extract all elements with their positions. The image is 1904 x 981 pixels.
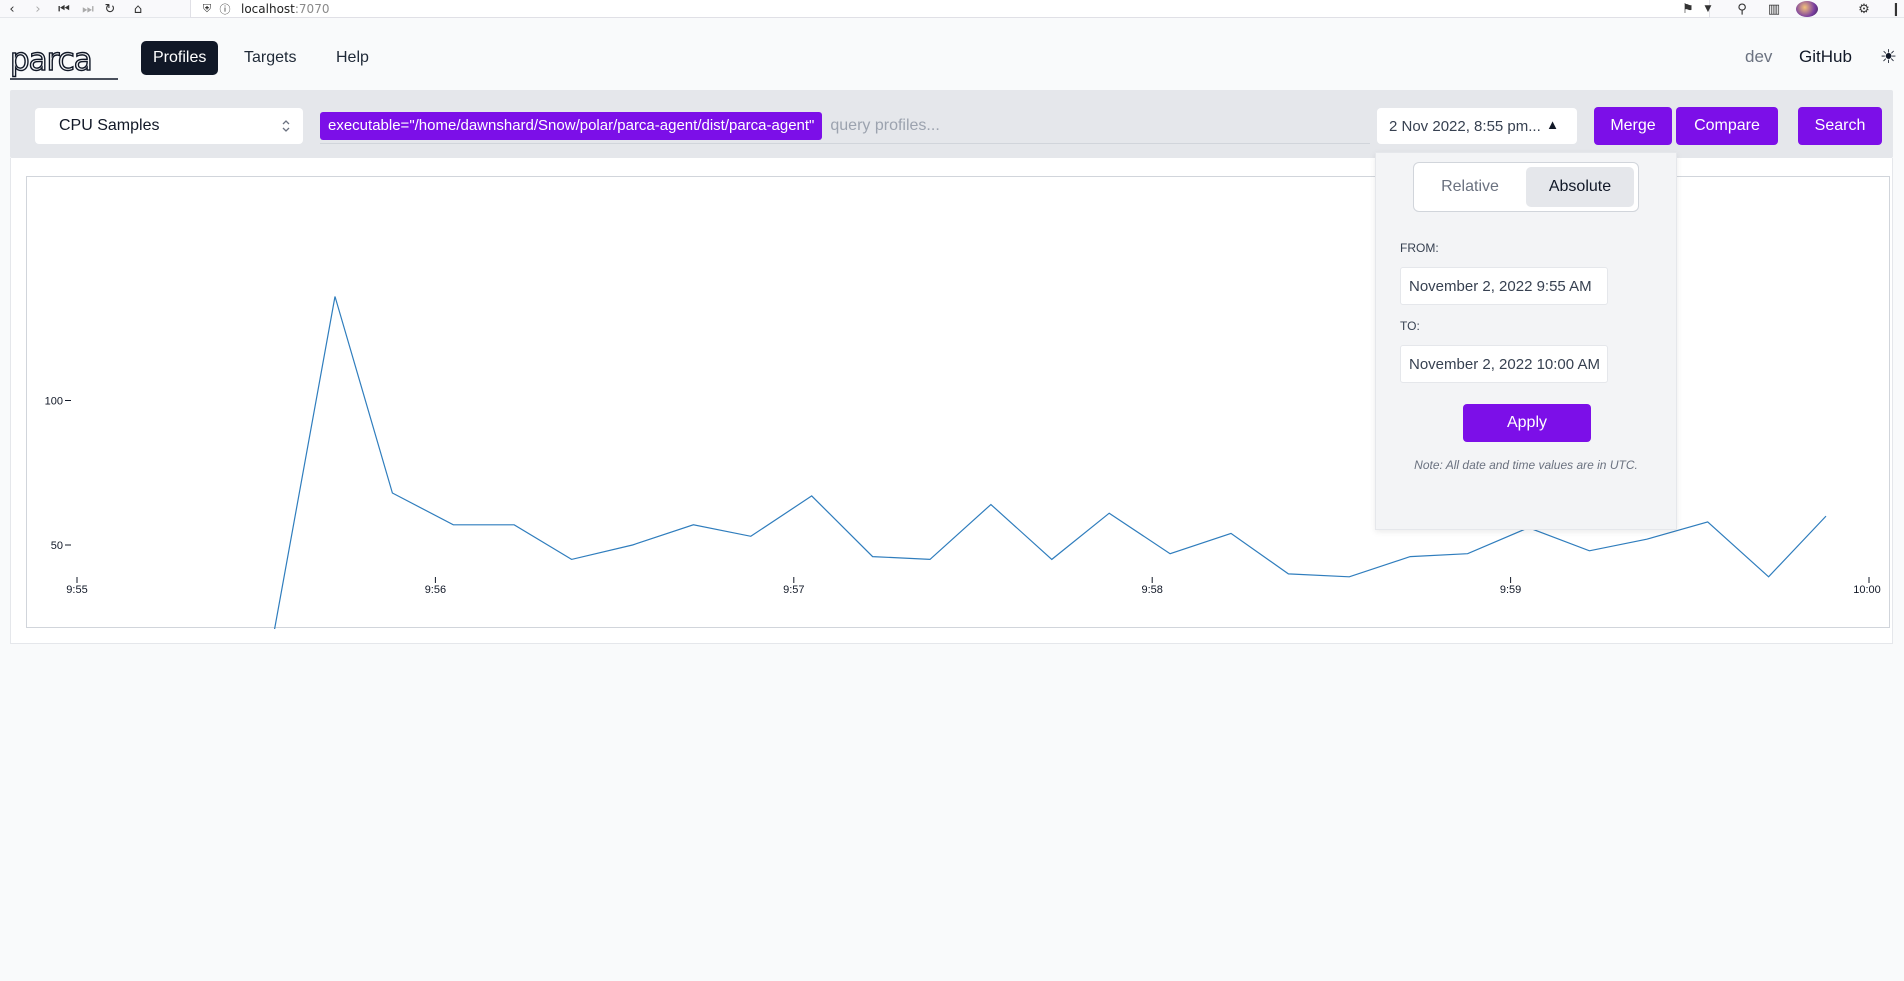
back-icon[interactable]: ‹ xyxy=(9,1,15,17)
nav-targets[interactable]: Targets xyxy=(244,49,297,66)
date-picker-popover: Relative Absolute FROM: November 2, 2022… xyxy=(1375,152,1677,530)
to-label: TO: xyxy=(1400,319,1420,333)
menu-icon[interactable]: ❙ xyxy=(1890,1,1902,17)
x-tick-label: 9:56 xyxy=(425,584,446,596)
utc-note: Note: All date and time values are in UT… xyxy=(1414,458,1638,472)
series-line[interactable] xyxy=(273,296,1827,630)
data-point[interactable] xyxy=(927,556,933,562)
github-link[interactable]: GitHub xyxy=(1799,47,1852,66)
select-arrows-icon xyxy=(282,120,290,132)
logo-text: parca xyxy=(10,46,92,78)
app-header: parca Profiles Targets Help dev GitHub ☀ xyxy=(0,38,1904,80)
data-point[interactable] xyxy=(870,554,876,560)
data-point[interactable] xyxy=(511,522,517,528)
data-point[interactable] xyxy=(1705,519,1711,525)
bookmark-icon[interactable]: ⚑ xyxy=(1682,1,1694,17)
x-tick-label: 9:58 xyxy=(1141,584,1162,596)
reader-icon[interactable]: ▥ xyxy=(1767,1,1781,17)
nav-profiles[interactable]: Profiles xyxy=(141,41,219,75)
data-point[interactable] xyxy=(1644,536,1650,542)
skip-back-icon[interactable]: ⏮ xyxy=(58,1,70,17)
skip-forward-icon[interactable]: ⏭ xyxy=(82,1,94,17)
query-input[interactable]: executable="/home/dawnshard/Snow/polar/p… xyxy=(320,108,1370,144)
sun-icon[interactable]: ☀ xyxy=(1880,47,1898,68)
parca-logo[interactable]: parca xyxy=(10,46,118,80)
data-point[interactable] xyxy=(1106,510,1112,516)
compare-button[interactable]: Compare xyxy=(1676,107,1778,145)
data-point[interactable] xyxy=(1167,551,1173,557)
browser-toolbar: ‹ › ⏮ ⏭ ↻ ⌂ ⛨ ⓘ localhost:7070 ⚑ ▼ ⚲ ▥ ⚙… xyxy=(0,0,1904,18)
reload-icon[interactable]: ↻ xyxy=(104,1,116,17)
data-point[interactable] xyxy=(690,522,696,528)
tab-absolute[interactable]: Absolute xyxy=(1526,167,1634,207)
x-tick-label: 9:59 xyxy=(1500,584,1521,596)
url-text: localhost:7070 xyxy=(241,1,330,16)
data-point[interactable] xyxy=(988,502,994,508)
from-input[interactable]: November 2, 2022 9:55 AM xyxy=(1400,267,1608,305)
apply-button[interactable]: Apply xyxy=(1463,404,1591,442)
data-point[interactable] xyxy=(332,293,338,299)
data-point[interactable] xyxy=(569,556,575,562)
data-point[interactable] xyxy=(1586,548,1592,554)
range-mode-toggle: Relative Absolute xyxy=(1413,162,1639,212)
data-point[interactable] xyxy=(389,490,395,496)
avatar[interactable] xyxy=(1796,1,1818,17)
query-bar: CPU Samples executable="/home/dawnshard/… xyxy=(10,90,1893,158)
profile-type-value: CPU Samples xyxy=(59,117,160,134)
from-label: FROM: xyxy=(1400,241,1439,255)
data-point[interactable] xyxy=(1228,530,1234,536)
x-tick-label: 9:55 xyxy=(66,584,87,596)
extension-icon[interactable]: ⚙ xyxy=(1858,1,1870,17)
time-range-value: 2 Nov 2022, 8:55 pm... xyxy=(1389,117,1541,135)
search-icon[interactable]: ⚲ xyxy=(1737,1,1747,17)
query-placeholder[interactable]: query profiles... xyxy=(830,116,940,134)
env-label: dev xyxy=(1745,47,1773,66)
data-point[interactable] xyxy=(809,493,815,499)
url-bar[interactable]: ⛨ ⓘ localhost:7070 xyxy=(190,0,1710,18)
data-point[interactable] xyxy=(1465,551,1471,557)
y-tick-label: 100 xyxy=(45,396,63,408)
profile-type-select[interactable]: CPU Samples xyxy=(35,108,303,144)
to-input[interactable]: November 2, 2022 10:00 AM xyxy=(1400,345,1608,383)
nav-help[interactable]: Help xyxy=(336,49,369,66)
data-point[interactable] xyxy=(450,522,456,528)
tab-relative[interactable]: Relative xyxy=(1441,178,1499,195)
home-icon[interactable]: ⌂ xyxy=(133,1,143,17)
shield-icon: ⛨ xyxy=(202,2,212,15)
data-point[interactable] xyxy=(630,542,636,548)
chevron-down-icon[interactable]: ▼ xyxy=(1704,4,1712,14)
data-point[interactable] xyxy=(1285,571,1291,577)
matcher-chip[interactable]: executable="/home/dawnshard/Snow/polar/p… xyxy=(320,111,823,140)
data-point[interactable] xyxy=(1407,554,1413,560)
data-point[interactable] xyxy=(1049,556,1055,562)
caret-up-icon: ▲ xyxy=(1546,117,1559,132)
search-button[interactable]: Search xyxy=(1798,107,1882,145)
metrics-chart-svg[interactable]: 9:55 9:56 9:57 9:58 9:59 10:00 50 100 xyxy=(27,177,1891,629)
x-tick-label: 10:00 xyxy=(1853,584,1881,596)
merge-button[interactable]: Merge xyxy=(1594,107,1672,145)
data-point[interactable] xyxy=(1346,574,1352,580)
data-point[interactable] xyxy=(1766,574,1772,580)
time-range-button[interactable]: 2 Nov 2022, 8:55 pm... ▲ xyxy=(1377,108,1577,144)
y-tick-label: 50 xyxy=(51,540,63,552)
data-point[interactable] xyxy=(748,533,754,539)
info-icon[interactable]: ⓘ xyxy=(219,3,231,16)
x-tick-label: 9:57 xyxy=(783,584,804,596)
forward-icon[interactable]: › xyxy=(35,1,41,17)
data-point[interactable] xyxy=(1823,513,1829,519)
